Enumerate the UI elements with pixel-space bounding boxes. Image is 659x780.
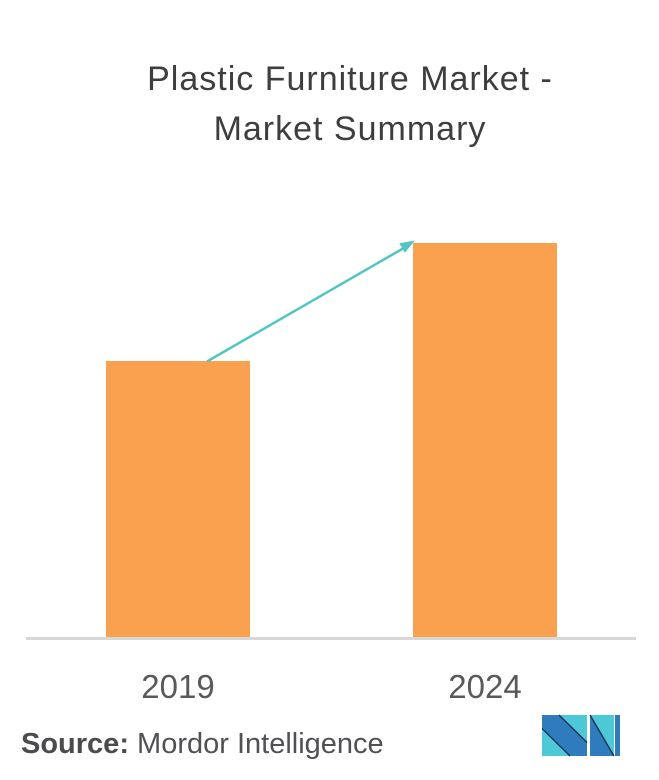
- x-axis-label-2024: 2024: [448, 668, 522, 705]
- chart-title: Plastic Furniture Market - Market Summar…: [0, 54, 659, 154]
- chart-title-line1: Plastic Furniture Market -: [147, 60, 553, 98]
- logo-edge-3: [589, 714, 615, 757]
- logo-edge-2: [542, 728, 571, 757]
- logo-vertical-bar: [615, 715, 620, 756]
- x-axis-label-2019: 2019: [141, 668, 215, 705]
- bar-2024: [413, 243, 557, 637]
- logo-edge-1: [558, 714, 588, 743]
- bar-2019: [106, 361, 250, 637]
- source-attribution: Source: Mordor Intelligence: [21, 726, 384, 762]
- trend-arrow-shaft: [206, 247, 404, 363]
- logo-left-diagonal-band: [542, 715, 587, 756]
- source-name: Mordor Intelligence: [128, 728, 384, 760]
- x-axis-line: [26, 637, 636, 640]
- chart-title-line2: Market Summary: [213, 110, 487, 148]
- source-label: Source:: [21, 728, 129, 760]
- mordor-intelligence-logo: [542, 714, 620, 757]
